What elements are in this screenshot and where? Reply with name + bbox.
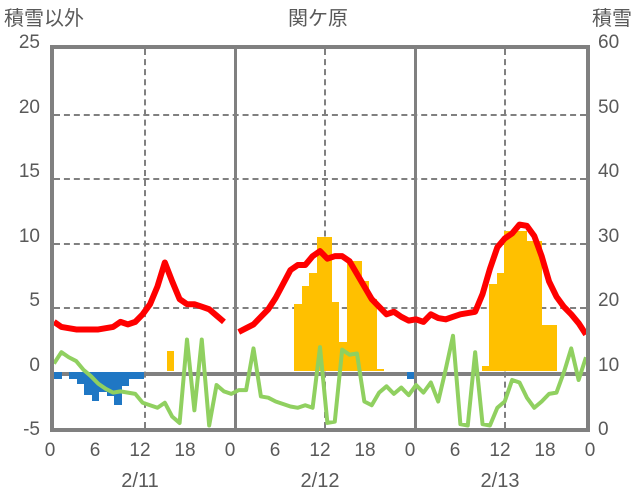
bar-other-9 (121, 371, 129, 386)
bar-snowfall-32 (294, 304, 302, 372)
bar-snowfall-60 (504, 230, 512, 372)
zero-axis-line (54, 371, 586, 376)
right-ytick-20: 20 (598, 290, 620, 311)
x-tick-6: 12 (309, 440, 331, 461)
right-ytick-60: 60 (598, 32, 620, 53)
left-axis-unit-label: 積雪以外 (4, 8, 84, 30)
x-date-2-11: 2/11 (121, 470, 159, 492)
x-tick-8: 0 (404, 440, 416, 461)
x-tick-0: 0 (44, 440, 56, 461)
right-ytick-0: 0 (598, 419, 609, 440)
bar-other-4 (84, 371, 92, 395)
bar-snowfall-59 (496, 273, 504, 372)
bar-snowfall-66 (549, 325, 557, 372)
bar-other-11 (136, 371, 144, 380)
left-ytick-20: 20 (18, 96, 40, 118)
plot-clip (54, 49, 586, 428)
bar-snowfall-64 (534, 241, 542, 372)
bar-other-8 (114, 371, 122, 406)
bar-snowfall-42 (369, 299, 377, 372)
right-ytick-50: 50 (598, 96, 620, 118)
bar-other-0 (54, 371, 62, 380)
bar-other-10 (129, 371, 137, 380)
bar-other-7 (106, 371, 114, 396)
x-tick-7: 18 (354, 440, 376, 461)
right-ytick-30: 30 (598, 225, 620, 247)
bar-snowfall-65 (541, 325, 549, 372)
line--seg0 (54, 263, 224, 330)
left-ytick-15: 15 (18, 161, 40, 182)
x-date-2-13: 2/13 (480, 470, 520, 492)
bar-snowfall-39 (346, 260, 354, 372)
left-ytick-25: 25 (18, 32, 40, 53)
gridline-v-12 (144, 49, 146, 428)
x-tick-12: 0 (584, 440, 596, 461)
bar-snowfall-41 (361, 281, 369, 372)
x-tick-10: 12 (489, 440, 511, 461)
bar-snowfall-57 (481, 366, 489, 372)
bar-other-2 (69, 371, 77, 380)
bar-snowfall-34 (309, 273, 317, 372)
line--seg0 (54, 336, 586, 426)
day-boundary-48 (414, 49, 417, 428)
bar-snowfall-15 (166, 350, 174, 372)
plot-area (50, 45, 590, 432)
x-tick-1: 6 (89, 440, 101, 461)
right-ytick-10: 10 (598, 354, 620, 376)
left-ytick-minus5: -5 (23, 419, 40, 440)
day-boundary-24 (234, 49, 237, 428)
line-series-layer (54, 49, 586, 428)
bar-snowfall-43 (376, 368, 384, 372)
gridline-h-20 (54, 113, 586, 116)
bar-other-6 (99, 371, 107, 393)
bar-snowfall-33 (301, 286, 309, 372)
right-axis-unit-label: 積雪 (592, 8, 632, 30)
bar-other-3 (76, 371, 84, 385)
chart-title: 関ケ原 (288, 8, 348, 30)
bar-snowfall-61 (511, 230, 519, 372)
bar-snowfall-63 (526, 241, 534, 372)
bar-snowfall-40 (354, 260, 362, 372)
bar-snowfall-35 (316, 237, 324, 372)
x-date-2-12: 2/12 (300, 470, 340, 492)
left-ytick-5: 5 (29, 290, 40, 311)
x-tick-11: 18 (534, 440, 556, 461)
right-ytick-40: 40 (598, 161, 620, 182)
left-ytick-0: 0 (29, 354, 40, 376)
x-tick-2: 12 (129, 440, 151, 461)
left-ytick-10: 10 (18, 225, 40, 247)
line--seg1 (239, 225, 586, 335)
bar-snowfall-36 (324, 237, 332, 372)
x-tick-4: 0 (224, 440, 236, 461)
bar-other-47 (406, 371, 414, 380)
x-tick-5: 6 (269, 440, 281, 461)
bar-snowfall-62 (519, 230, 527, 372)
x-tick-3: 18 (174, 440, 196, 461)
x-tick-9: 6 (449, 440, 461, 461)
bar-other-5 (91, 371, 99, 402)
gridline-h-15 (54, 178, 586, 180)
bar-snowfall-37 (331, 301, 339, 372)
bar-snowfall-58 (489, 283, 497, 372)
